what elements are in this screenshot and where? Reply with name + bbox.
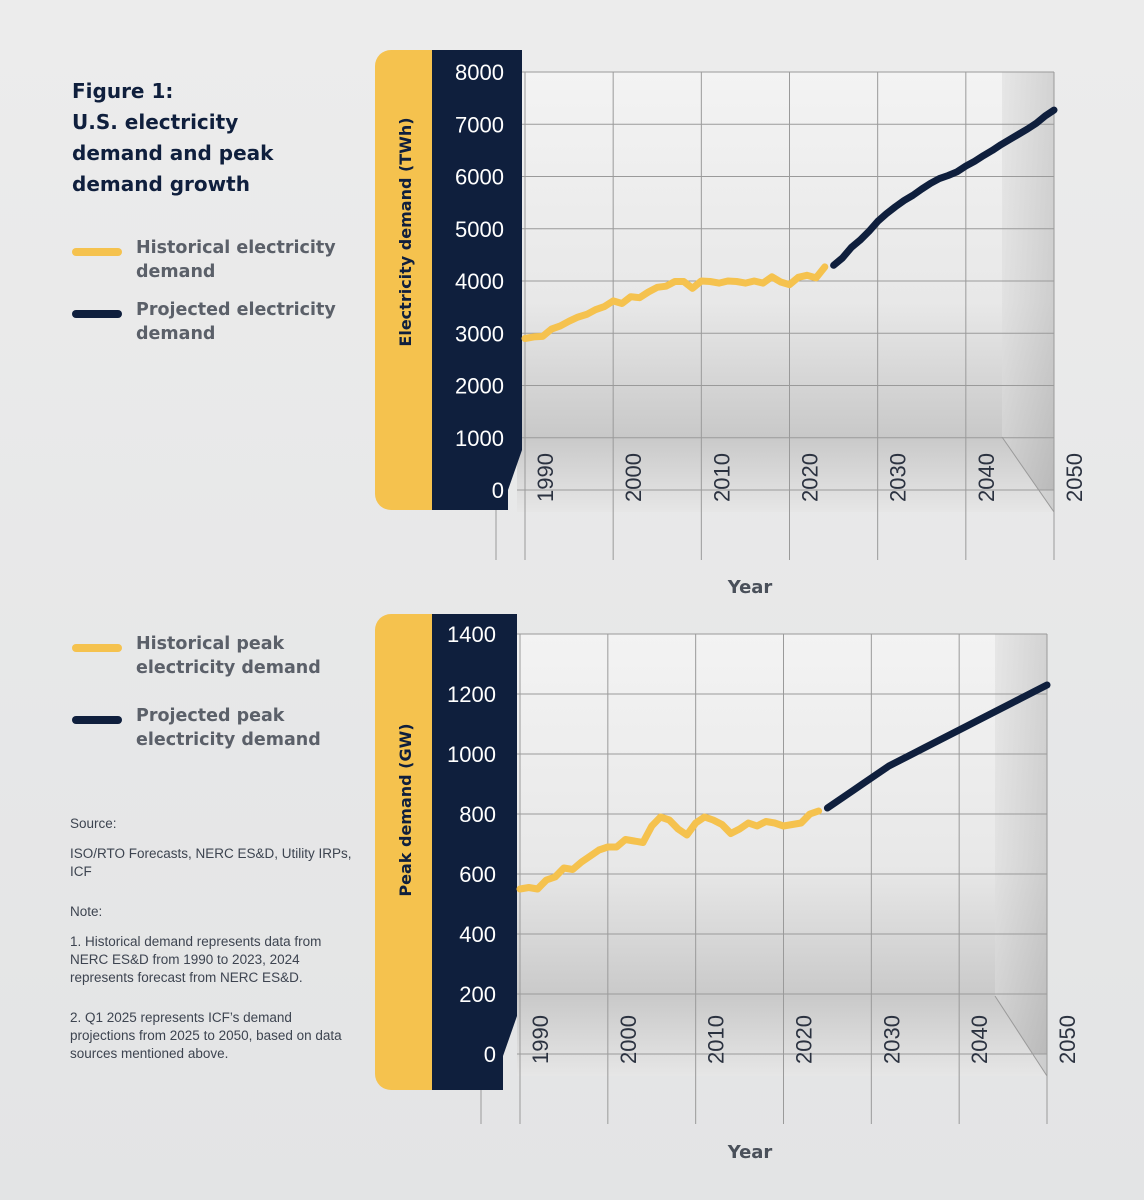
- axis-panel-navy: [432, 614, 517, 1090]
- plot-background: [517, 634, 1047, 1054]
- x-tick-label: 2010: [704, 1015, 729, 1064]
- grid-line-perspective: [994, 995, 1048, 1077]
- axis-panel-navy: [432, 50, 522, 510]
- y-tick-label: 8000: [455, 60, 504, 85]
- x-tick-label: 2020: [792, 1015, 817, 1064]
- y-tick-label: 1400: [447, 622, 496, 647]
- x-axis-label: Year: [727, 1142, 773, 1163]
- x-tick-label: 1990: [533, 453, 558, 502]
- source-heading: Source:: [70, 816, 117, 831]
- x-tick-label: 2010: [709, 453, 734, 502]
- notes-block: Source: ISO/RTO Forecasts, NERC ES&D, Ut…: [70, 815, 355, 1081]
- projected-swatch: [72, 716, 122, 724]
- source-text: ISO/RTO Forecasts, NERC ES&D, Utility IR…: [70, 846, 352, 879]
- x-tick-label: 2020: [798, 453, 823, 502]
- x-tick-label: 2030: [879, 1015, 904, 1064]
- note-1: 1. Historical demand represents data fro…: [70, 934, 322, 985]
- y-tick-label: 2000: [455, 374, 504, 399]
- x-tick-label: 2050: [1062, 453, 1087, 502]
- x-tick-label: 2000: [621, 453, 646, 502]
- x-tick-label: 2040: [974, 453, 999, 502]
- y-tick-label: 0: [492, 478, 504, 503]
- projected-series-line: [830, 106, 1058, 269]
- figure-title: Figure 1: U.S. electricity demand and pe…: [72, 76, 332, 200]
- y-axis-label: Electricity demand (TWh): [396, 117, 415, 346]
- y-tick-label: 5000: [455, 217, 504, 242]
- plot-side-wall: [995, 634, 1047, 1076]
- y-tick-label: 0: [484, 1042, 496, 1067]
- y-tick-label: 800: [459, 802, 496, 827]
- legend-label: Projected electricity demand: [136, 300, 336, 344]
- grid-line-perspective: [1001, 436, 1055, 513]
- historical-series-line: [521, 263, 829, 342]
- y-tick-label: 400: [459, 922, 496, 947]
- y-tick-label: 600: [459, 862, 496, 887]
- x-tick-label: 1990: [528, 1015, 553, 1064]
- historical-swatch: [72, 644, 122, 652]
- projected-swatch: [72, 310, 122, 318]
- legend-label: Projected peak electricity demand: [136, 706, 321, 750]
- title-line: demand growth: [72, 172, 250, 196]
- note-heading: Note:: [70, 904, 103, 919]
- x-tick-label: 2040: [967, 1015, 992, 1064]
- y-tick-label: 1000: [447, 742, 496, 767]
- plot-floor: [517, 437, 1054, 512]
- y-tick-label: 1000: [455, 426, 504, 451]
- projected-series-line: [823, 681, 1051, 812]
- y-tick-label: 1200: [447, 682, 496, 707]
- title-line: U.S. electricity: [72, 110, 239, 134]
- historical-series-line: [516, 807, 823, 893]
- y-axis-label: Peak demand (GW): [396, 723, 415, 896]
- plot-floor: [517, 996, 1047, 1076]
- electricity-demand-chart: 0 1000 2000 3000 4000 5000 6000 7000 8000 Electri…: [375, 50, 1087, 598]
- title-line: demand and peak: [72, 141, 274, 165]
- historical-swatch: [72, 248, 122, 256]
- y-tick-label: 7000: [455, 112, 504, 137]
- y-tick-label: 4000: [455, 269, 504, 294]
- title-line: Figure 1:: [72, 79, 174, 103]
- y-tick-label: 6000: [455, 165, 504, 190]
- legend-label: Historical electricity demand: [136, 238, 336, 282]
- y-tick-label: 3000: [455, 321, 504, 346]
- note-2: 2. Q1 2025 represents ICF’s demand proje…: [70, 1010, 342, 1061]
- x-axis-label: Year: [727, 577, 773, 598]
- x-tick-label: 2030: [886, 453, 911, 502]
- peak-demand-chart: 0 200 400 600 800 1000 1200 1400 Peak demand (GW…: [375, 614, 1080, 1163]
- plot-side-wall: [1002, 72, 1054, 512]
- x-tick-label: 2050: [1055, 1015, 1080, 1064]
- y-tick-label: 200: [459, 982, 496, 1007]
- x-tick-label: 2000: [616, 1015, 641, 1064]
- legend-label: Historical peak electricity demand: [136, 634, 321, 678]
